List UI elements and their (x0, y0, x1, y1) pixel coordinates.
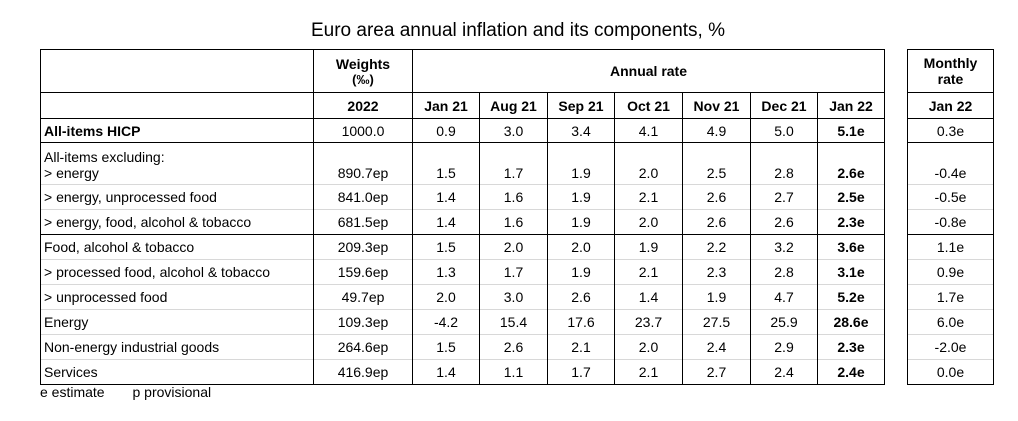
table-row: Energy 109.3ep -4.2 15.4 17.6 23.7 27.5 … (40, 309, 885, 335)
footnote: e estimate p provisional (40, 384, 235, 400)
month-header: Oct 21 (614, 92, 683, 119)
table-row: All-items excluding: > energy 890.7ep 1.… (40, 142, 885, 185)
month-header: Jan 21 (412, 92, 480, 119)
weights-header: Weights (‰) (313, 49, 413, 93)
month-header: Nov 21 (682, 92, 751, 119)
table-row: > unprocessed food 49.7ep 2.0 3.0 2.6 1.… (40, 284, 885, 310)
footnote-estimate: e estimate (40, 384, 105, 400)
table-row: > processed food, alcohol & tobacco 159.… (40, 259, 885, 285)
table-row: All-items HICP 1000.0 0.9 3.0 3.4 4.1 4.… (40, 118, 885, 143)
month-header: Aug 21 (479, 92, 548, 119)
monthly-rate-table: Monthly rate Jan 22 0.3e -0.4e -0.5e -0.… (907, 49, 994, 385)
table-row: Non-energy industrial goods 264.6ep 1.5 … (40, 334, 885, 360)
annual-rate-header: Annual rate (412, 49, 885, 93)
table-row: > energy, food, alcohol & tobacco 681.5e… (40, 209, 885, 235)
table-row: Services 416.9ep 1.4 1.1 1.7 2.1 2.7 2.4… (40, 359, 885, 385)
monthly-month-header: Jan 22 (907, 92, 994, 119)
page-title: Euro area annual inflation and its compo… (310, 20, 726, 41)
month-header: Sep 21 (547, 92, 615, 119)
monthly-rate-header: Monthly rate (907, 49, 994, 93)
excluding-header: All-items excluding: (44, 149, 165, 165)
table-row: > energy, unprocessed food 841.0ep 1.4 1… (40, 184, 885, 210)
header-blank (40, 49, 314, 93)
month-header: Dec 21 (750, 92, 818, 119)
footnote-provisional: p provisional (132, 384, 212, 400)
weights-year: 2022 (313, 92, 413, 119)
inflation-table: Weights (‰) Annual rate 2022 Jan 21 Aug … (40, 49, 885, 385)
month-header: Jan 22 (817, 92, 885, 119)
table-row: Food, alcohol & tobacco 209.3ep 1.5 2.0 … (40, 234, 885, 260)
